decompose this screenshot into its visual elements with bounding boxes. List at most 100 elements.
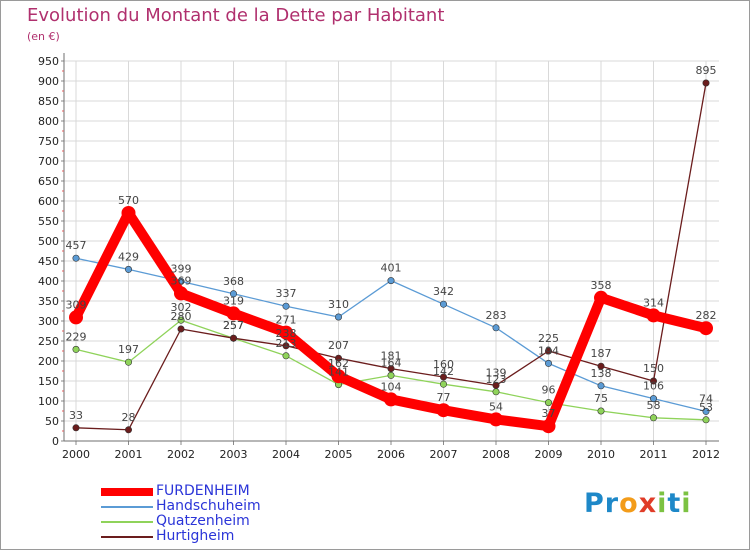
data-label-hurtigheim: 280	[171, 310, 192, 323]
data-point-handschuheim	[387, 277, 395, 285]
data-point-handschuheim	[125, 265, 133, 273]
data-label-hurtigheim: 150	[643, 362, 664, 375]
legend-swatch	[101, 536, 153, 538]
y-tick-label: 100	[38, 395, 59, 408]
data-label-furdenheim: 54	[489, 400, 503, 413]
data-label-handschuheim: 401	[381, 262, 402, 275]
data-label-quatzenheim: 141	[328, 366, 349, 379]
data-point-hurtigheim	[177, 325, 185, 333]
chart-subtitle: (en €)	[27, 30, 60, 43]
x-tick-label: 2000	[62, 448, 90, 461]
x-tick-label: 2002	[167, 448, 195, 461]
y-tick-label: 500	[38, 235, 59, 248]
y-tick-label: 50	[45, 415, 59, 428]
data-label-handschuheim: 106	[643, 380, 664, 393]
data-point-furdenheim	[436, 403, 451, 418]
data-point-furdenheim	[331, 369, 346, 384]
data-point-handschuheim	[649, 395, 657, 403]
data-point-furdenheim	[174, 286, 188, 301]
data-label-hurtigheim: 181	[381, 350, 402, 363]
legend-swatch	[101, 521, 153, 523]
data-point-quatzenheim	[125, 358, 133, 366]
data-point-hurtigheim	[230, 334, 238, 342]
data-point-hurtigheim	[387, 365, 395, 373]
data-label-furdenheim: 271	[276, 314, 297, 327]
logo-letter: o	[619, 488, 639, 519]
x-tick-label: 2001	[115, 448, 143, 461]
data-point-furdenheim	[541, 419, 556, 434]
logo-letter: x	[638, 488, 658, 519]
data-point-handschuheim	[544, 359, 552, 367]
data-label-furdenheim: 162	[328, 357, 349, 370]
data-label-furdenheim: 309	[66, 298, 87, 311]
data-label-furdenheim: 104	[381, 380, 402, 393]
logo-letter: i	[657, 488, 668, 519]
data-label-quatzenheim: 58	[647, 399, 661, 412]
data-label-furdenheim: 37	[542, 407, 556, 420]
data-point-quatzenheim	[649, 414, 657, 422]
data-label-quatzenheim: 213	[276, 337, 297, 350]
data-point-furdenheim	[279, 325, 293, 340]
data-label-quatzenheim: 75	[594, 392, 608, 405]
proxiti-logo: Proxiti	[584, 488, 692, 519]
data-label-quatzenheim: 302	[171, 301, 192, 314]
data-label-furdenheim: 282	[696, 309, 717, 322]
data-point-quatzenheim	[492, 388, 500, 396]
data-point-quatzenheim	[282, 352, 290, 360]
data-label-handschuheim: 337	[276, 287, 297, 300]
data-point-handschuheim	[282, 302, 290, 310]
data-label-handschuheim: 342	[433, 285, 454, 298]
data-point-furdenheim	[226, 306, 241, 321]
data-label-furdenheim: 358	[591, 279, 612, 292]
data-label-quatzenheim: 164	[381, 356, 402, 369]
data-label-handschuheim: 310	[328, 298, 349, 311]
legend-label: Hurtigheim	[156, 528, 235, 544]
x-tick-label: 2003	[220, 448, 248, 461]
data-point-hurtigheim	[282, 342, 290, 350]
data-label-quatzenheim: 96	[542, 384, 556, 397]
data-label-hurtigheim: 257	[223, 319, 244, 332]
data-point-hurtigheim	[72, 424, 80, 432]
data-label-hurtigheim: 895	[696, 64, 717, 77]
data-label-quatzenheim: 123	[486, 373, 507, 386]
data-label-furdenheim: 314	[643, 296, 664, 309]
data-label-handschuheim: 194	[538, 344, 559, 357]
data-point-quatzenheim	[387, 371, 395, 379]
y-tick-label: 700	[38, 155, 59, 168]
x-tick-label: 2011	[640, 448, 668, 461]
data-label-hurtigheim: 238	[276, 327, 297, 340]
data-label-hurtigheim: 139	[486, 366, 507, 379]
data-point-hurtigheim	[597, 362, 605, 370]
data-label-quatzenheim: 142	[433, 365, 454, 378]
data-point-hurtigheim	[702, 79, 710, 87]
data-label-hurtigheim: 28	[122, 411, 136, 424]
data-point-hurtigheim	[125, 426, 133, 434]
data-label-quatzenheim: 257	[223, 319, 244, 332]
logo-letter: r	[604, 488, 620, 519]
data-point-quatzenheim	[72, 345, 80, 353]
data-label-hurtigheim: 160	[433, 358, 454, 371]
y-tick-label: 350	[38, 295, 59, 308]
data-label-quatzenheim: 197	[118, 343, 139, 356]
y-tick-label: 200	[38, 355, 59, 368]
data-point-handschuheim	[439, 300, 447, 308]
y-tick-label: 550	[38, 215, 59, 228]
data-point-handschuheim	[72, 254, 80, 262]
data-label-handschuheim: 74	[699, 392, 713, 405]
data-point-furdenheim	[384, 392, 398, 407]
data-label-handschuheim: 283	[486, 309, 507, 322]
x-tick-label: 2012	[692, 448, 720, 461]
x-tick-label: 2010	[587, 448, 615, 461]
data-point-hurtigheim	[649, 377, 657, 385]
y-tick-label: 800	[38, 115, 59, 128]
y-tick-label: 150	[38, 375, 59, 388]
data-label-furdenheim: 570	[118, 194, 139, 207]
data-point-handschuheim	[334, 313, 342, 321]
data-label-hurtigheim: 207	[328, 339, 349, 352]
data-point-furdenheim	[121, 206, 136, 220]
chart-title: Evolution du Montant de la Dette par Hab…	[27, 5, 445, 26]
y-tick-label: 400	[38, 275, 59, 288]
data-point-quatzenheim	[177, 316, 185, 324]
